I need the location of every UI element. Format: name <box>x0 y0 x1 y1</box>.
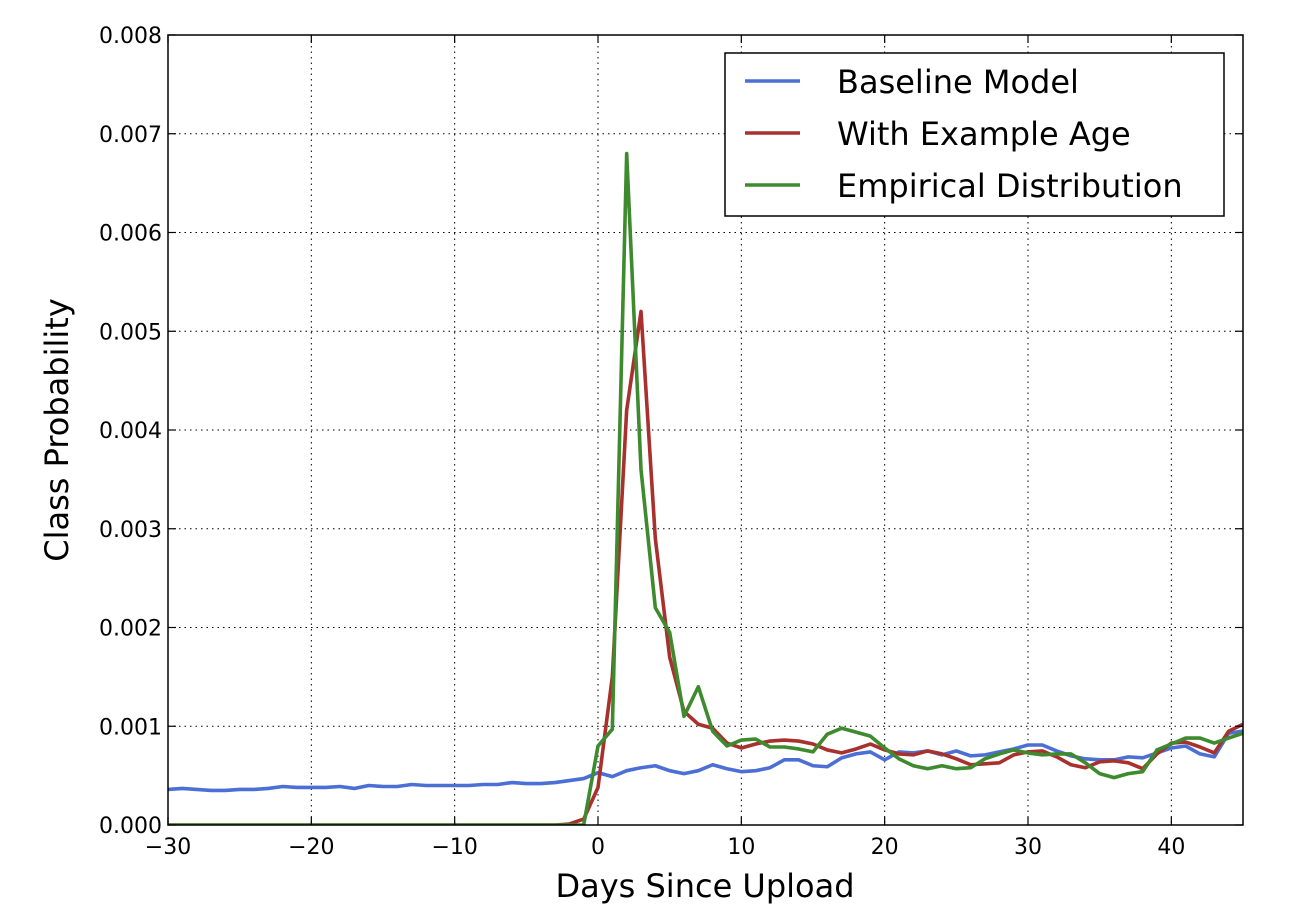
x-tick-label: 20 <box>871 835 899 860</box>
legend-label-with-example-age: With Example Age <box>837 115 1131 153</box>
x-tick-label: 30 <box>1014 835 1042 860</box>
legend: Baseline Model With Example Age Empirical … <box>724 52 1225 217</box>
y-tick-label: 0.005 <box>99 320 162 345</box>
y-tick-label: 0.007 <box>99 123 162 148</box>
x-tick-label: −10 <box>431 835 477 860</box>
y-tick-label: 0.003 <box>99 518 162 543</box>
x-tick-label: −20 <box>288 835 334 860</box>
y-tick-label: 0.002 <box>99 617 162 642</box>
series-line-empirical-distribution <box>168 151 1243 825</box>
series-line-with-example-age <box>168 309 1243 825</box>
y-tick-label: 0.006 <box>99 222 162 247</box>
y-tick-label: 0.001 <box>99 715 162 740</box>
x-axis-label: Days Since Upload <box>555 867 854 905</box>
y-tick-label: 0.004 <box>99 419 162 444</box>
y-axis-label: Class Probability <box>38 298 76 562</box>
x-tick-label: 10 <box>727 835 755 860</box>
series-group <box>168 151 1243 825</box>
legend-box <box>724 52 1225 217</box>
ticks: −30 −20 −10 0 10 20 30 40 0.000 0.001 0.002 0.003 0.… <box>99 24 1243 860</box>
x-tick-label: 40 <box>1157 835 1185 860</box>
legend-label-empirical-distribution: Empirical Distribution <box>837 167 1183 205</box>
x-tick-label: −30 <box>145 835 191 860</box>
legend-label-baseline-model: Baseline Model <box>837 63 1079 101</box>
x-tick-label: 0 <box>591 835 605 860</box>
y-tick-label: 0.000 <box>99 814 162 839</box>
y-tick-label: 0.008 <box>99 24 162 49</box>
